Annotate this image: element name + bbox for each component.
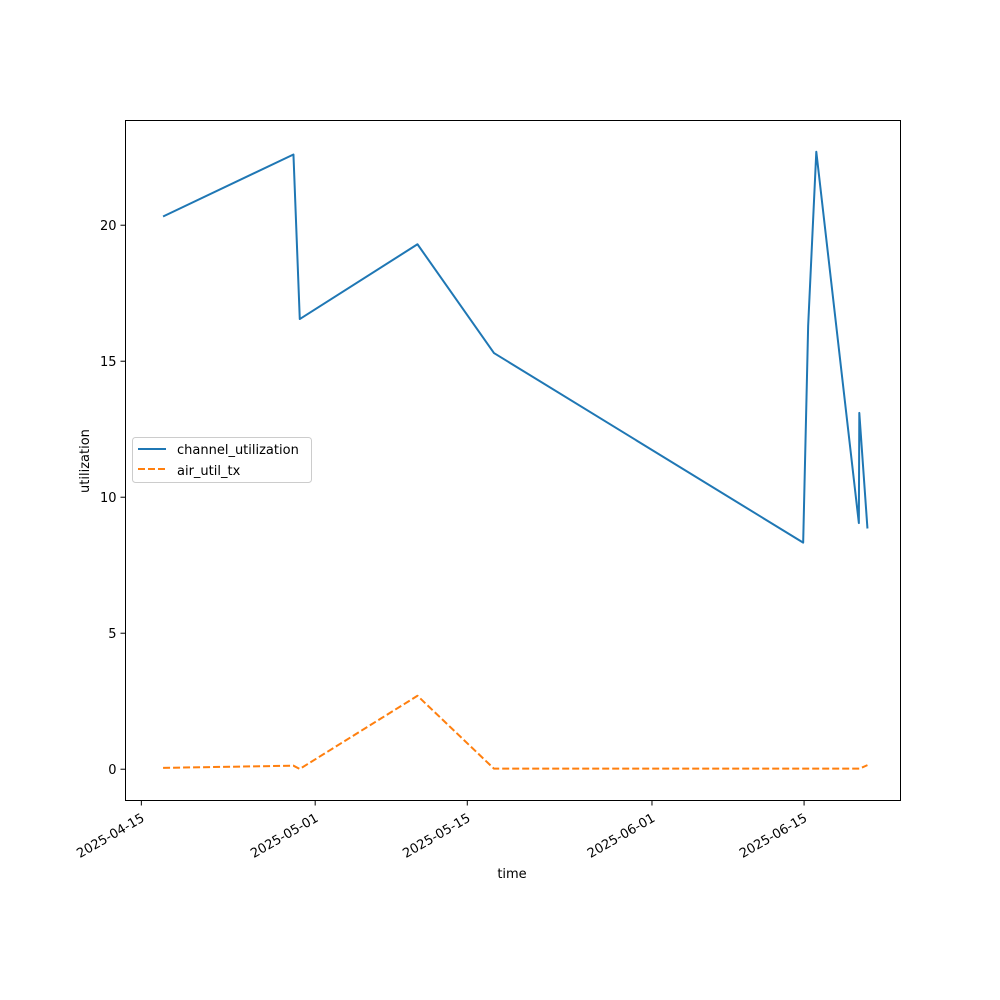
series-layer xyxy=(162,150,869,770)
series-line-channel-utilization xyxy=(162,150,869,544)
series-line-air-util-tx xyxy=(163,694,868,770)
y-tick-label: 15 xyxy=(100,355,117,370)
legend: channel_utilization air_util_tx xyxy=(132,437,312,483)
y-tick-label: 20 xyxy=(100,219,117,234)
y-axis-ticks: 0 5 10 15 20 xyxy=(100,219,126,778)
legend-label-channel-utilization: channel_utilization xyxy=(177,443,299,458)
x-axis-label: time xyxy=(497,867,526,882)
legend-box xyxy=(132,437,312,483)
y-tick-label: 5 xyxy=(108,627,116,642)
legend-label-air-util-tx: air_util_tx xyxy=(177,464,241,479)
plot-frame xyxy=(125,120,901,801)
y-tick-label: 10 xyxy=(100,491,117,506)
y-tick-label: 0 xyxy=(108,763,116,778)
y-axis-label: utilization xyxy=(78,429,93,493)
